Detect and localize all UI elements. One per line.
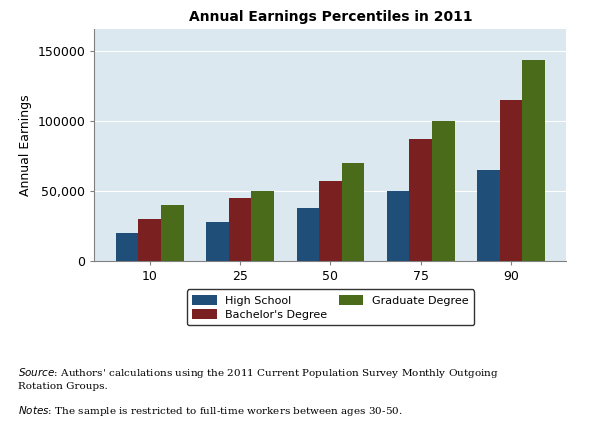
Bar (116, 233, 139, 261)
Bar (206, 222, 229, 261)
Bar (500, 100, 522, 261)
Bar (251, 191, 274, 261)
Title: Annual Earnings Percentiles in 2011: Annual Earnings Percentiles in 2011 (189, 10, 472, 24)
Bar (522, 60, 545, 261)
Bar (229, 198, 251, 261)
Bar (319, 181, 342, 261)
Bar (342, 163, 364, 261)
Text: $\it{Source}$: Authors' calculations using the 2011 Current Population Survey Mo: $\it{Source}$: Authors' calculations usi… (18, 366, 498, 391)
Bar (161, 205, 183, 261)
Bar (477, 170, 500, 261)
Bar (139, 219, 161, 261)
Y-axis label: Annual Earnings: Annual Earnings (19, 94, 32, 196)
Bar (432, 121, 455, 261)
Text: $\it{Notes}$: The sample is restricted to full-time workers between ages 30-50.: $\it{Notes}$: The sample is restricted t… (18, 404, 402, 418)
Legend: High School, Bachelor's Degree, Graduate Degree: High School, Bachelor's Degree, Graduate… (186, 289, 474, 325)
Bar (297, 208, 319, 261)
Bar (409, 139, 432, 261)
Bar (387, 191, 409, 261)
